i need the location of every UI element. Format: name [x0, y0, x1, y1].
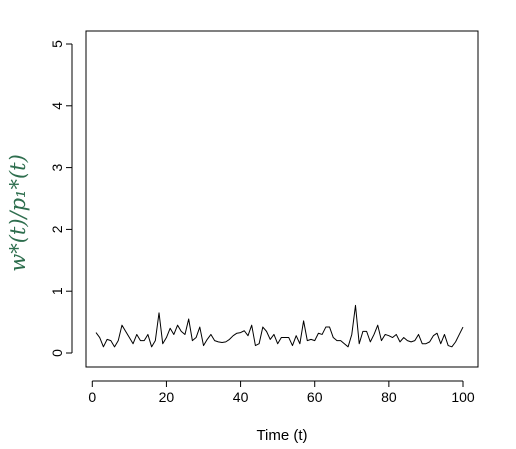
- y-tick-label: 1: [49, 287, 65, 295]
- y-axis-title: w*(t)/p₁*(t): [6, 154, 30, 272]
- plot-frame: [85, 30, 479, 368]
- plot-area: [95, 304, 464, 348]
- x-tick-label: 20: [159, 389, 175, 405]
- x-tick-label: 60: [307, 389, 323, 405]
- x-tick-label: 0: [88, 389, 96, 405]
- y-tick-label: 4: [49, 102, 65, 110]
- series-line: [95, 304, 464, 348]
- axes: 0 20 40 60 80 100 0 1 2 3 4 5: [49, 30, 479, 405]
- x-tick-label: 40: [233, 389, 249, 405]
- y-tick-label: 0: [49, 349, 65, 357]
- x-tick-label: 100: [451, 389, 475, 405]
- y-tick-label: 2: [49, 225, 65, 233]
- x-tick-label: 80: [381, 389, 397, 405]
- y-tick-label: 5: [49, 40, 65, 48]
- x-axis-title: Time (t): [256, 427, 307, 444]
- y-tick-label: 3: [49, 163, 65, 171]
